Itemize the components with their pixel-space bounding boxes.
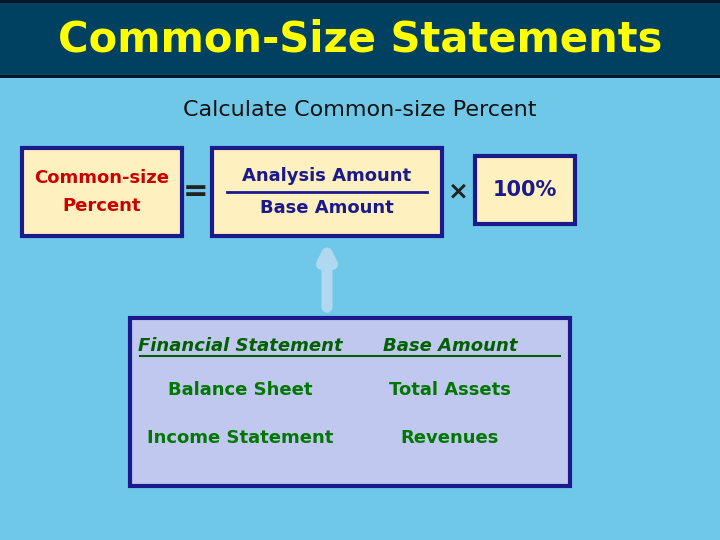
Bar — [0, 75, 720, 78]
Text: 100%: 100% — [492, 180, 557, 200]
FancyBboxPatch shape — [130, 318, 570, 486]
Text: Percent: Percent — [63, 197, 141, 215]
FancyArrowPatch shape — [321, 253, 333, 307]
FancyBboxPatch shape — [22, 148, 182, 236]
Text: =: = — [183, 178, 209, 206]
Bar — [0, 0, 720, 3]
Text: Financial Statement: Financial Statement — [138, 337, 342, 355]
FancyBboxPatch shape — [475, 156, 575, 224]
Text: Calculate Common-size Percent: Calculate Common-size Percent — [184, 100, 536, 120]
Text: Common-Size Statements: Common-Size Statements — [58, 18, 662, 60]
Text: Income Statement: Income Statement — [147, 429, 333, 447]
Text: Common-size: Common-size — [35, 169, 169, 187]
Text: Analysis Amount: Analysis Amount — [243, 167, 412, 185]
Text: ×: × — [448, 180, 469, 204]
Text: Base Amount: Base Amount — [260, 199, 394, 217]
Text: Base Amount: Base Amount — [383, 337, 517, 355]
Text: Balance Sheet: Balance Sheet — [168, 381, 312, 399]
Text: Total Assets: Total Assets — [389, 381, 511, 399]
Text: Revenues: Revenues — [401, 429, 499, 447]
FancyBboxPatch shape — [212, 148, 442, 236]
Bar — [0, 0, 720, 78]
